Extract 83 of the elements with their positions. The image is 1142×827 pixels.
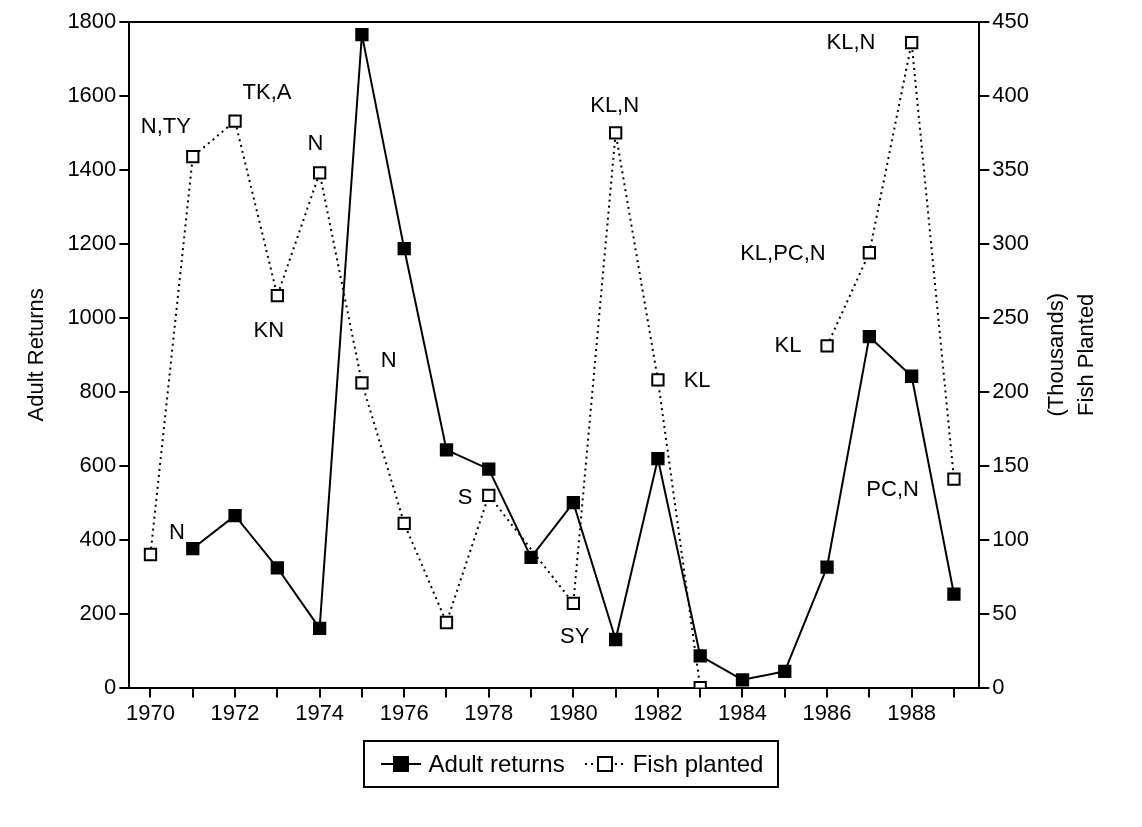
point — [228, 114, 242, 128]
annotation: SY — [560, 623, 590, 649]
x-tick-label: 1978 — [464, 699, 514, 725]
point — [651, 452, 665, 466]
point — [355, 376, 369, 390]
y-tick-label: 1400 — [67, 155, 117, 181]
y-tick-label: 800 — [79, 377, 117, 403]
x-tick-label: 1984 — [718, 699, 767, 725]
legend-label: Fish planted — [632, 750, 764, 778]
y2-tick-label: 150 — [992, 451, 1030, 477]
y-tick-label: 1800 — [67, 8, 117, 34]
y2-tick-label: 0 — [992, 673, 1005, 699]
point — [651, 373, 665, 387]
annotation: KL — [683, 367, 711, 393]
annotation: KL,N — [826, 28, 876, 54]
y2-tick-label: 450 — [992, 8, 1030, 34]
point — [186, 149, 200, 164]
point — [608, 632, 623, 647]
point — [778, 664, 792, 678]
y2-tick-label: 400 — [992, 82, 1030, 108]
annotation: N,TY — [140, 113, 192, 139]
point — [862, 330, 877, 344]
point — [439, 443, 454, 457]
point — [482, 488, 496, 502]
point — [355, 27, 369, 42]
point — [270, 288, 284, 303]
point — [947, 472, 961, 486]
annotation: KL,PC,N — [740, 239, 826, 265]
y-tick-label: 1000 — [67, 303, 117, 329]
y2-tick-label: 50 — [992, 599, 1017, 625]
x-tick-label: 1982 — [633, 699, 683, 725]
annotation: N — [168, 518, 185, 544]
point — [186, 541, 200, 556]
point — [524, 550, 538, 565]
y-tick-label: 200 — [79, 599, 117, 625]
point — [735, 673, 750, 687]
point — [947, 587, 961, 601]
x-tick-label: 1972 — [210, 699, 260, 725]
y2-tick-label: 350 — [992, 155, 1030, 181]
annotation: KL — [774, 332, 802, 358]
point — [312, 166, 327, 180]
annotation: S — [457, 483, 473, 509]
point — [439, 615, 454, 630]
point — [904, 36, 919, 50]
point — [693, 649, 707, 663]
annotation: KN — [253, 316, 285, 342]
y-tick-label: 400 — [79, 525, 117, 551]
point — [862, 246, 877, 260]
y2-tick-label: 250 — [992, 303, 1030, 329]
point — [482, 462, 496, 476]
y-tick-label: 1600 — [67, 82, 117, 108]
y-axis-title: Adult Returns — [23, 288, 49, 422]
y-tick-label: 0 — [104, 673, 117, 699]
y2-tick-label: 100 — [992, 525, 1030, 551]
point — [820, 339, 834, 353]
legend-label: Adult returns — [428, 750, 565, 778]
annotation: N — [307, 129, 324, 155]
annotation: N — [380, 346, 397, 372]
x-tick-label: 1986 — [802, 699, 852, 725]
x-tick-label: 1970 — [126, 699, 175, 725]
y2-tick-label: 200 — [992, 377, 1030, 403]
point — [608, 126, 623, 140]
x-tick-label: 1976 — [379, 699, 429, 725]
point — [270, 561, 284, 575]
point — [312, 621, 327, 636]
x-tick-label: 1974 — [295, 699, 345, 725]
point — [397, 516, 411, 531]
y2-tick-label: 300 — [992, 229, 1030, 255]
y2-axis-title: (Thousands) Fish Planted — [1043, 293, 1099, 417]
y-tick-label: 1200 — [67, 229, 117, 255]
x-tick-label: 1988 — [887, 699, 937, 725]
y-tick-label: 600 — [79, 451, 117, 477]
point — [904, 369, 919, 383]
point — [143, 547, 158, 562]
point — [228, 509, 242, 523]
point — [566, 596, 580, 610]
point — [397, 242, 411, 256]
annotation: TK,A — [242, 79, 292, 105]
annotation: PC,N — [866, 475, 919, 501]
point — [566, 496, 580, 510]
point — [820, 560, 834, 574]
annotation: KL,N — [590, 91, 640, 117]
x-tick-label: 1980 — [548, 699, 598, 725]
